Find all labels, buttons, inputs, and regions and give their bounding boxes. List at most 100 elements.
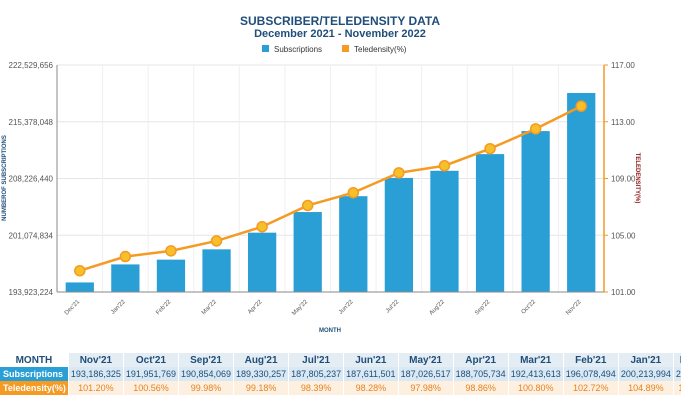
teledensity-point: [393, 167, 405, 179]
table-cell: 188,705,734: [453, 367, 509, 381]
x-tick: Jul'22: [385, 299, 401, 315]
y-tick-left: 222,529,656: [9, 61, 54, 70]
table-cell: 187,611,501: [343, 367, 399, 381]
table-cell: 99.18%: [233, 381, 290, 395]
bar-subscriptions: [202, 249, 231, 292]
legend-label-subscriptions: Subscriptions: [274, 45, 322, 54]
table-col-header: Jul'21: [288, 353, 345, 367]
x-tick: Mar'22: [201, 299, 219, 317]
table-cell: 97.98%: [398, 381, 454, 395]
y-tick-left: 193,923,224: [9, 288, 54, 297]
bar-subscriptions: [475, 154, 505, 292]
table-row-teledensity: Teledensity(%) 101.20% 100.56% 99.98% 99…: [0, 381, 681, 395]
teledensity-point: [438, 159, 451, 172]
table-cell: 200,213,994: [618, 367, 674, 381]
teledensity-point: [74, 264, 86, 277]
legend: Subscriptions Teledensity(%): [262, 45, 407, 54]
table-col-header: Sep'21: [178, 353, 235, 367]
table-cell: 98.86%: [453, 381, 509, 395]
table-cell: 193,186,325: [68, 367, 124, 381]
y-axis-title-left: NUMBEROF SUBSCRIPTIONS: [2, 135, 8, 221]
x-tick: Oct'22: [521, 299, 538, 316]
bar-subscriptions: [247, 232, 277, 292]
bar-subscriptions: [430, 170, 459, 292]
bars: [65, 93, 596, 292]
teledensity-line: [74, 100, 587, 277]
table-cell: 99.98%: [178, 381, 235, 395]
teledensity-point: [301, 199, 314, 212]
table-cell: 98.39%: [288, 381, 345, 395]
teledensity-point: [210, 235, 223, 247]
chart: SUBSCRIBER/TELEDENSITY DATA December 202…: [2, 14, 640, 334]
x-tick: Jan'22: [110, 299, 127, 316]
teledensity-point: [256, 220, 268, 233]
legend-label-teledensity: Teledensity(%): [354, 45, 407, 54]
x-tick: Jun'22: [338, 299, 355, 316]
bar-subscriptions: [567, 93, 596, 292]
table-cell: 204: [673, 367, 681, 381]
x-tick: Apr'22: [247, 299, 264, 316]
bar-subscriptions: [521, 131, 550, 292]
right-ticks: 101.00 105.00 109.00 113.00 117.00: [604, 61, 636, 297]
table-cell: 98.28%: [343, 381, 399, 395]
teledensity-point: [119, 250, 132, 263]
table-col-header: Nov'21: [68, 353, 124, 367]
table-cell: 187,026,517: [398, 367, 454, 381]
y-tick-right: 113.00: [611, 118, 635, 127]
table-header-label: MONTH: [0, 353, 69, 367]
legend-swatch-subscriptions: [262, 45, 269, 52]
x-tick: May'22: [291, 299, 309, 317]
teledensity-point: [165, 245, 177, 257]
x-tick: Sep'22: [474, 299, 492, 317]
teledensity-point: [484, 142, 496, 155]
table-cell: 191,951,769: [123, 367, 179, 381]
table-cell: 10: [673, 381, 681, 395]
teledensity-point: [347, 186, 360, 199]
y-tick-left: 208,226,440: [9, 175, 54, 184]
bar-subscriptions: [156, 259, 186, 292]
table-col-header: Apr'21: [453, 353, 509, 367]
y-tick-right: 101.00: [611, 288, 636, 297]
y-tick-left: 215,378,048: [9, 118, 54, 127]
teledensity-point: [575, 100, 587, 112]
teledensity-polyline: [79, 105, 582, 272]
row-label-subscriptions: Subscriptions: [0, 367, 69, 381]
x-tick: Feb'22: [155, 299, 173, 317]
table-cell: 102.72%: [563, 381, 619, 395]
table-col-header: Mar'21: [508, 353, 564, 367]
table-cell: 187,805,237: [288, 367, 345, 381]
table-cell: 190,854,069: [178, 367, 235, 381]
table-col-header: Aug'21: [233, 353, 290, 367]
table-col-header: Oct'21: [123, 353, 179, 367]
teledensity-point: [529, 123, 542, 135]
table-col-header: Jun'21: [343, 353, 399, 367]
y-tick-right: 109.00: [611, 175, 636, 184]
y-tick-left: 201,074,834: [9, 231, 54, 240]
table-row-subscriptions: Subscriptions 193,186,325 191,951,769 19…: [0, 367, 681, 381]
bar-subscriptions: [384, 177, 414, 292]
table-cell: 196,078,494: [563, 367, 619, 381]
y-tick-right: 105.00: [611, 231, 636, 240]
table-cell: 189,330,257: [233, 367, 290, 381]
table-cell: 104.89%: [618, 381, 674, 395]
row-label-teledensity: Teledensity(%): [0, 381, 69, 395]
y-tick-right: 117.00: [611, 61, 635, 70]
x-tick: Dec'21: [64, 299, 82, 317]
chart-subtitle: December 2021 - November 2022: [254, 28, 426, 40]
x-axis-title: MONTH: [319, 328, 341, 334]
x-tick: Aug'22: [429, 299, 447, 317]
legend-swatch-teledensity: [342, 45, 349, 52]
table-cell: 100.56%: [123, 381, 179, 395]
table-cell: 101.20%: [68, 381, 124, 395]
bar-subscriptions: [293, 212, 322, 292]
table-cell: 192,413,613: [508, 367, 564, 381]
table-col-header: D: [673, 353, 681, 367]
x-tick: Nov'22: [565, 299, 583, 317]
bar-subscriptions: [65, 282, 94, 292]
chart-title: SUBSCRIBER/TELEDENSITY DATA: [240, 14, 440, 28]
table-col-header: Feb'21: [563, 353, 619, 367]
x-ticks: Dec'21 Jan'22 Feb'22 Mar'22 Apr'22 May'22 Jun'…: [64, 299, 583, 317]
bar-subscriptions: [339, 196, 368, 292]
table-cell: 100.80%: [508, 381, 564, 395]
y-axis-title-right: TELEDENSITY(%): [634, 153, 640, 204]
